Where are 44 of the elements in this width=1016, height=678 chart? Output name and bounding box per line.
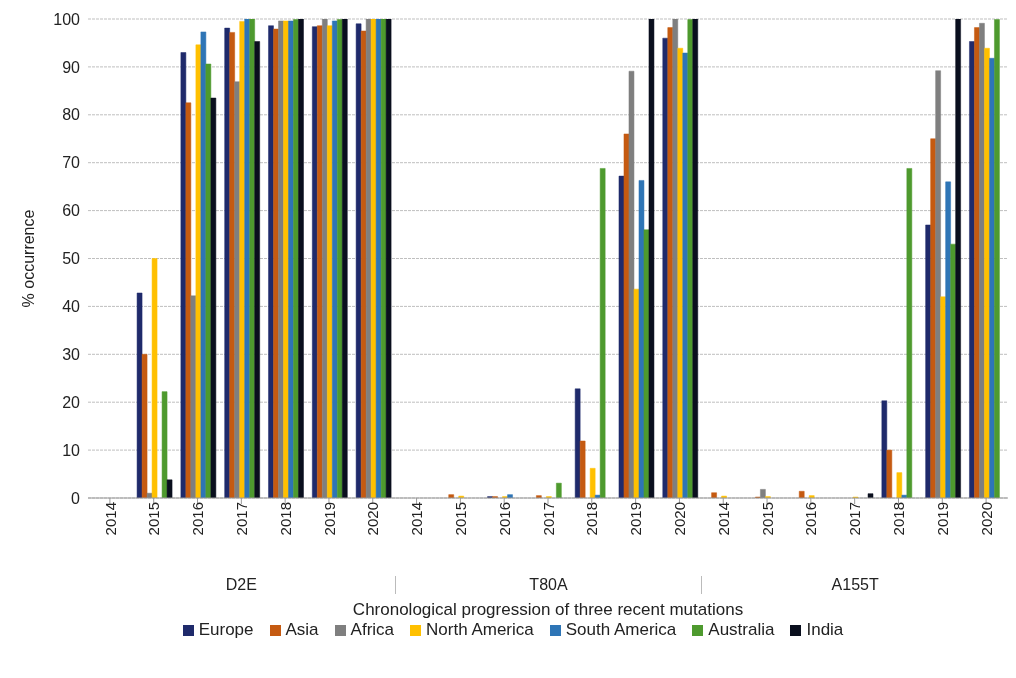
y-tick-label: 30 — [62, 345, 81, 363]
x-tick-label: 2017 — [539, 502, 557, 536]
legend-label: Europe — [197, 620, 254, 640]
x-axis-title: Chronological progression of three recent mutations — [351, 600, 745, 620]
y-tick-label: 20 — [62, 393, 81, 411]
x-tick-label: 2017 — [846, 502, 864, 536]
x-tick-label: 2014 — [714, 502, 732, 536]
x-tick-label: 2016 — [189, 502, 207, 536]
x-tick-label: 2019 — [627, 502, 645, 536]
text: A155T — [701, 576, 1008, 594]
x-tick-label: 2020 — [364, 502, 382, 536]
x-tick-label: 2019 — [933, 502, 951, 536]
x-tick-label: 2016 — [495, 502, 513, 536]
legend-label: Asia — [284, 620, 319, 640]
x-tick-label: 2017 — [232, 502, 250, 536]
y-tick-label: 80 — [62, 106, 81, 124]
legend-label: Africa — [349, 620, 395, 640]
x-tick-label: 2015 — [758, 502, 776, 536]
x-tick-label: 2019 — [320, 502, 338, 536]
x-tick-label: 2020 — [977, 502, 995, 536]
x-tick-label: 2016 — [802, 502, 820, 536]
x-tick-label: 2015 — [145, 502, 163, 536]
x-tick-label: 2015 — [452, 502, 470, 536]
x-tick-label: 2018 — [890, 502, 908, 536]
x-tick-label: 2018 — [276, 502, 294, 536]
legend-label: Australia — [707, 620, 775, 640]
y-tick-label: 60 — [62, 202, 81, 220]
y-tick-label: 90 — [62, 58, 81, 76]
y-tick-label: 40 — [62, 298, 81, 316]
y-tick-label: 70 — [62, 154, 81, 172]
legend-label: India — [805, 620, 844, 640]
legend-label: South America — [564, 620, 677, 640]
text: D2E — [224, 576, 258, 594]
x-tick-label: 2014 — [408, 502, 426, 536]
x-tick-label: 2018 — [583, 502, 601, 536]
y-axis-title: % occurrence — [19, 209, 37, 308]
text: T80A — [394, 576, 702, 594]
y-tick-label: 0 — [71, 489, 81, 507]
y-tick-label: 10 — [62, 441, 81, 459]
y-tick-label: 100 — [53, 10, 81, 28]
y-tick-label: 50 — [62, 250, 81, 268]
x-tick-label: 2014 — [101, 502, 119, 536]
legend-label: North America — [425, 620, 534, 640]
x-tick-label: 2020 — [671, 502, 689, 536]
